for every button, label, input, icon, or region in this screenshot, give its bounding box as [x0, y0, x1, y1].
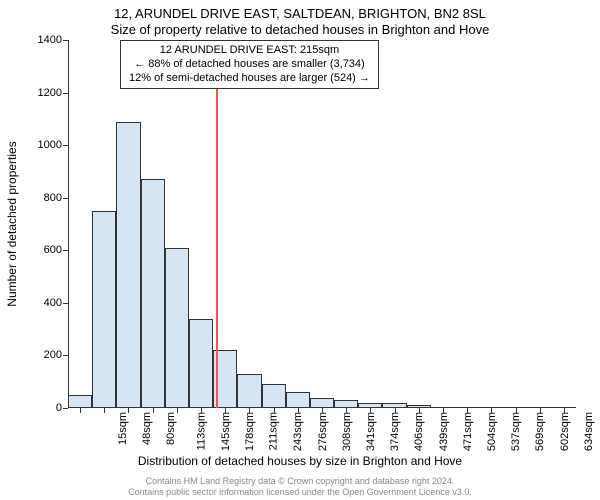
x-tick-mark — [274, 408, 275, 413]
x-tick-mark — [346, 408, 347, 413]
x-tick-label: 145sqm — [220, 412, 232, 451]
y-tick-mark — [63, 408, 68, 409]
x-tick-label: 48sqm — [141, 412, 153, 445]
y-tick-label: 1000 — [22, 139, 62, 151]
x-tick-label: 80sqm — [166, 412, 178, 445]
annotation-line1: 12 ARUNDEL DRIVE EAST: 215sqm — [129, 44, 370, 58]
x-tick-mark — [104, 408, 105, 413]
annotation-line3: 12% of semi-detached houses are larger (… — [129, 72, 370, 86]
x-tick-label: 471sqm — [462, 412, 474, 451]
x-tick-label: 537sqm — [510, 412, 522, 451]
histogram-bar — [141, 179, 165, 408]
y-tick-label: 1400 — [22, 34, 62, 46]
plot-area — [68, 40, 576, 408]
x-tick-label: 243sqm — [293, 412, 305, 451]
x-tick-mark — [153, 408, 154, 413]
x-tick-mark — [467, 408, 468, 413]
x-tick-mark — [201, 408, 202, 413]
y-axis-title: Number of detached properties — [5, 141, 19, 306]
x-tick-label: 504sqm — [486, 412, 498, 451]
y-tick-label: 800 — [22, 192, 62, 204]
x-tick-mark — [564, 408, 565, 413]
y-tick-mark — [63, 250, 68, 251]
x-tick-label: 569sqm — [534, 412, 546, 451]
x-tick-mark — [80, 408, 81, 413]
footer-line1: Contains HM Land Registry data © Crown c… — [0, 476, 600, 487]
histogram-bar — [68, 395, 92, 408]
histogram-bar — [334, 400, 358, 408]
x-tick-mark — [516, 408, 517, 413]
y-tick-mark — [63, 303, 68, 304]
x-tick-label: 341sqm — [365, 412, 377, 451]
x-tick-label: 602sqm — [559, 412, 571, 451]
y-tick-label: 400 — [22, 297, 62, 309]
histogram-bar — [189, 319, 213, 408]
x-tick-mark — [370, 408, 371, 413]
y-tick-mark — [63, 40, 68, 41]
x-tick-mark — [540, 408, 541, 413]
x-tick-mark — [419, 408, 420, 413]
x-tick-label: 374sqm — [389, 412, 401, 451]
x-tick-mark — [443, 408, 444, 413]
y-tick-label: 600 — [22, 244, 62, 256]
x-tick-label: 634sqm — [583, 412, 595, 451]
x-axis-title: Distribution of detached houses by size … — [0, 454, 600, 468]
y-tick-mark — [63, 355, 68, 356]
x-tick-mark — [395, 408, 396, 413]
histogram-bar — [92, 211, 116, 408]
x-tick-label: 178sqm — [244, 412, 256, 451]
y-tick-mark — [63, 93, 68, 94]
footer: Contains HM Land Registry data © Crown c… — [0, 476, 600, 498]
x-tick-label: 439sqm — [438, 412, 450, 451]
y-tick-label: 0 — [22, 402, 62, 414]
histogram-bar — [310, 398, 334, 409]
x-tick-label: 15sqm — [117, 412, 129, 445]
footer-line2: Contains public sector information licen… — [0, 487, 600, 498]
x-tick-label: 308sqm — [341, 412, 353, 451]
annotation-box: 12 ARUNDEL DRIVE EAST: 215sqm ← 88% of d… — [120, 40, 379, 89]
x-tick-label: 113sqm — [195, 412, 207, 450]
histogram-bar — [262, 384, 286, 408]
x-tick-label: 211sqm — [268, 412, 280, 450]
chart-container: 12, ARUNDEL DRIVE EAST, SALTDEAN, BRIGHT… — [0, 0, 600, 500]
reference-marker-line — [216, 40, 218, 408]
x-tick-mark — [128, 408, 129, 413]
chart-title-line1: 12, ARUNDEL DRIVE EAST, SALTDEAN, BRIGHT… — [0, 6, 600, 21]
histogram-bar — [286, 392, 310, 408]
y-tick-label: 200 — [22, 349, 62, 361]
x-tick-mark — [298, 408, 299, 413]
x-tick-mark — [225, 408, 226, 413]
annotation-line2: ← 88% of detached houses are smaller (3,… — [129, 58, 370, 72]
x-tick-label: 276sqm — [317, 412, 329, 451]
x-tick-mark — [177, 408, 178, 413]
y-axis-line — [68, 40, 69, 408]
y-tick-label: 1200 — [22, 87, 62, 99]
chart-title-line2: Size of property relative to detached ho… — [0, 22, 600, 37]
x-tick-mark — [491, 408, 492, 413]
histogram-bar — [116, 122, 140, 409]
x-tick-label: 406sqm — [414, 412, 426, 451]
x-tick-mark — [322, 408, 323, 413]
x-tick-mark — [249, 408, 250, 413]
plot-inner — [68, 40, 576, 408]
y-tick-mark — [63, 145, 68, 146]
y-tick-mark — [63, 198, 68, 199]
histogram-bar — [237, 374, 261, 408]
histogram-bar — [165, 248, 189, 408]
